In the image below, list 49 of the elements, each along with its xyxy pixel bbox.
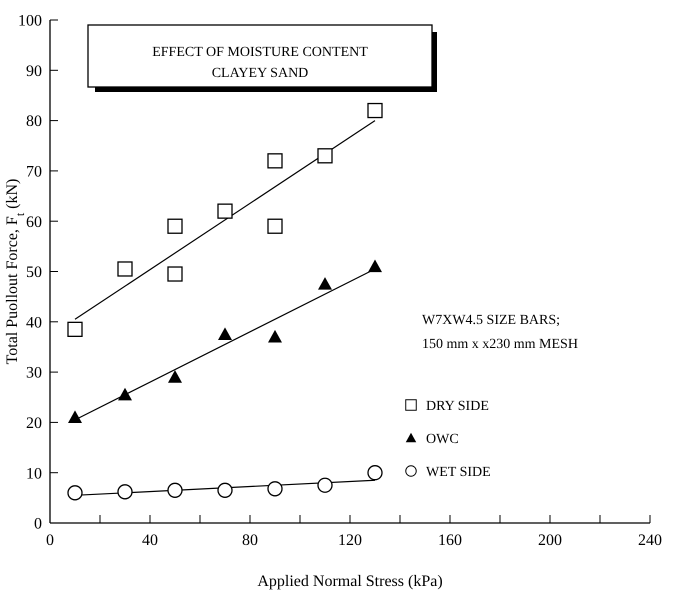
x-tick-label: 40 <box>142 532 158 549</box>
y-tick-label: 40 <box>26 314 42 332</box>
x-tick-label: 80 <box>242 532 258 549</box>
x-tick-label: 120 <box>338 532 362 549</box>
x-tick-label: 240 <box>638 532 662 549</box>
x-tick-label: 200 <box>538 532 562 549</box>
y-tick-label: 50 <box>26 264 42 282</box>
y-tick-label: 30 <box>26 364 42 382</box>
point <box>117 484 133 500</box>
legend-label: OWC <box>426 432 459 447</box>
legend-label: DRY SIDE <box>426 398 489 414</box>
annotation: W7XW4.5 SIZE BARS; <box>422 313 560 328</box>
legend-label: WET SIDE <box>426 464 491 480</box>
point <box>68 410 82 423</box>
point <box>118 388 132 400</box>
point <box>267 481 283 496</box>
point <box>67 485 83 500</box>
point <box>117 261 133 277</box>
point <box>267 218 283 234</box>
x-tick-label: 0 <box>46 532 54 549</box>
point <box>317 148 333 164</box>
annotation: 150 mm x x230 mm MESH <box>422 337 578 352</box>
y-tick-label: 70 <box>26 164 42 180</box>
point <box>167 218 183 234</box>
point <box>217 482 233 498</box>
point <box>67 322 83 337</box>
point <box>317 478 333 493</box>
point <box>368 259 382 272</box>
y-tick-label: 60 <box>26 214 42 231</box>
y-tick-label: 90 <box>26 62 42 80</box>
point <box>268 330 282 342</box>
y-tick-label: 0 <box>34 516 42 533</box>
point <box>217 203 233 219</box>
point <box>168 370 182 383</box>
point <box>218 327 232 340</box>
text: CLAYEY SAND <box>212 66 308 81</box>
point <box>318 277 332 290</box>
point <box>367 102 383 118</box>
point <box>167 266 183 282</box>
x-axis-title: Applied Normal Stress (kPa) <box>257 573 443 590</box>
y-tick-label: 20 <box>26 415 42 432</box>
point <box>167 482 183 498</box>
y-tick-label: 100 <box>18 12 42 30</box>
point <box>267 153 283 168</box>
y-tick-label: 10 <box>26 465 42 482</box>
x-tick-label: 160 <box>438 532 462 549</box>
y-tick-label: 80 <box>26 113 42 130</box>
point <box>367 465 383 480</box>
text: EFFECT OF MOISTURE CONTENT <box>152 44 368 60</box>
